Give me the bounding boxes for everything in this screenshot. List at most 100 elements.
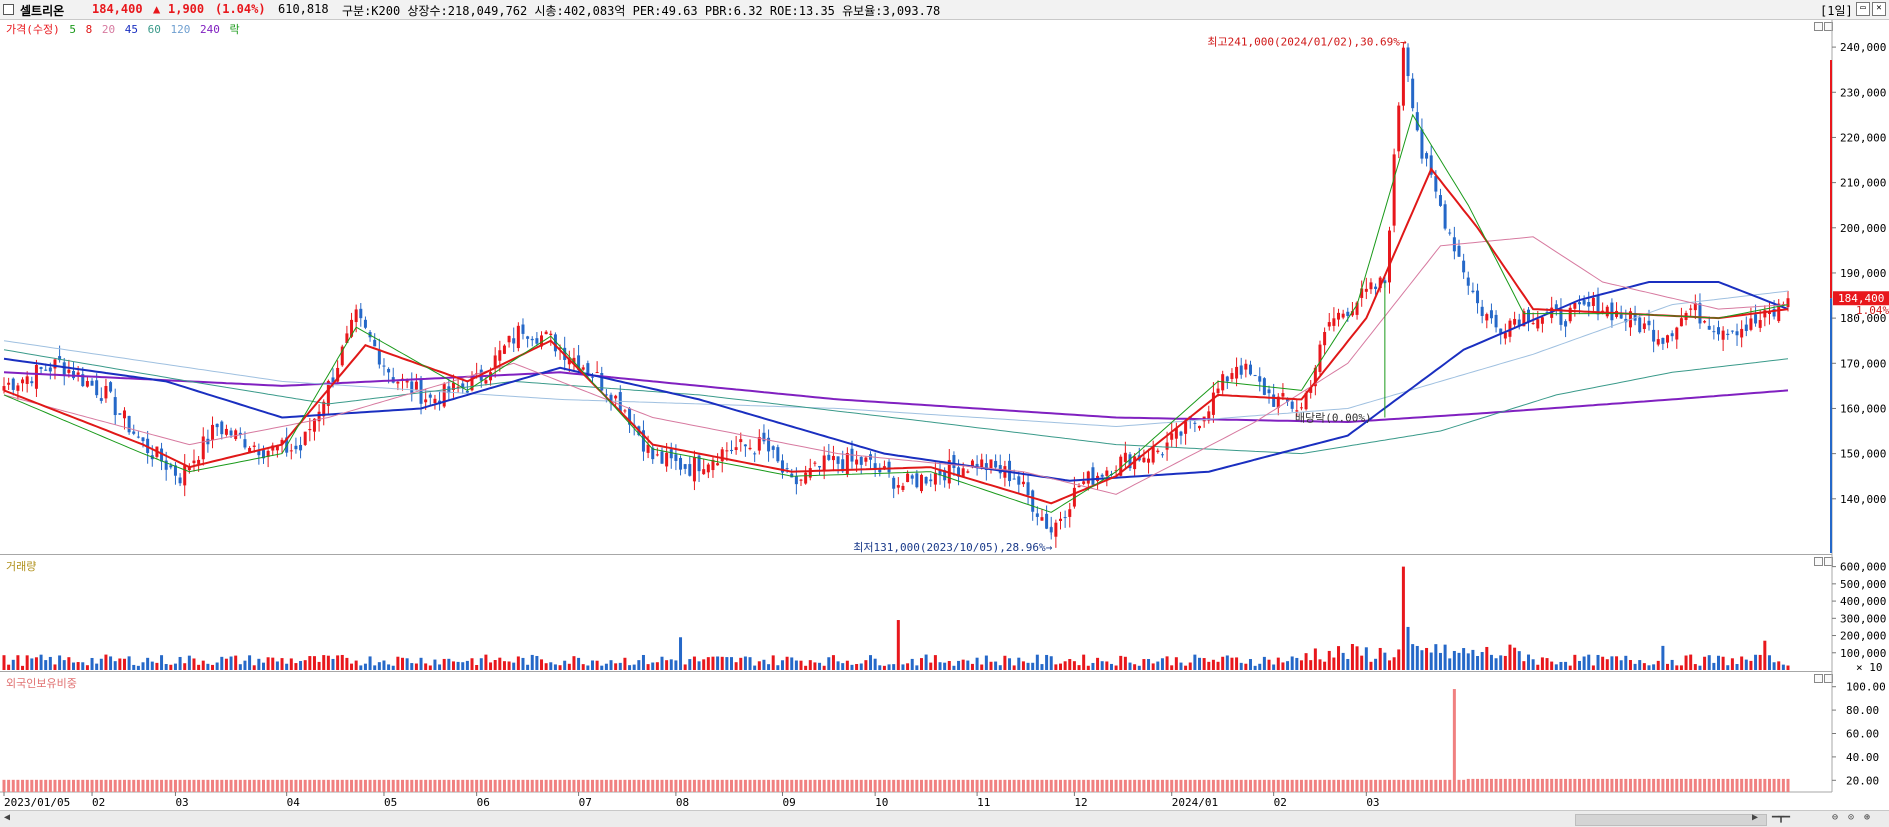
candle-body — [628, 408, 632, 425]
checkbox[interactable] — [3, 4, 14, 15]
foreign-bar — [118, 779, 122, 792]
candle-body — [901, 485, 905, 490]
volume-bar — [1564, 661, 1568, 670]
volume-bar — [229, 656, 233, 670]
candle-body — [303, 431, 307, 445]
candle-body — [76, 372, 80, 375]
volume-bar — [299, 661, 303, 670]
panel-divider[interactable] — [0, 554, 1832, 555]
foreign-bar — [1652, 778, 1656, 792]
foreign-bar — [1591, 778, 1595, 792]
volume-bar — [623, 657, 627, 670]
candle-body — [609, 394, 613, 404]
restore-button[interactable]: ▭ — [1856, 2, 1870, 16]
period-selector[interactable]: [1일] — [1820, 4, 1853, 18]
candle-body — [1730, 330, 1734, 332]
foreign-bar — [896, 779, 900, 792]
foreign-bar — [1198, 779, 1202, 792]
candle-body — [215, 423, 219, 428]
candle-body — [428, 394, 432, 398]
volume-bar — [1374, 658, 1378, 670]
panel-minimize-icon[interactable] — [1814, 557, 1823, 566]
candle-body — [767, 437, 771, 452]
scroll-left-icon[interactable]: ◀ — [4, 812, 11, 823]
volume-bar — [1286, 661, 1290, 670]
volume-bar — [215, 662, 219, 670]
candle-body — [461, 383, 465, 388]
y-tick-label: 140,000 — [1840, 493, 1886, 506]
foreign-bar — [683, 779, 687, 792]
volume-bar — [1230, 657, 1234, 670]
foreign-bar — [1721, 778, 1725, 792]
candle-body — [248, 447, 252, 453]
current-price: 184,400 — [92, 2, 143, 16]
close-button[interactable]: ✕ — [1872, 2, 1886, 16]
scroll-thumb[interactable] — [1575, 814, 1767, 826]
candle-body — [887, 461, 891, 473]
x-tick-label: 05 — [384, 796, 397, 809]
candle-body — [1355, 302, 1359, 315]
candle-body — [1267, 389, 1271, 394]
foreign-bar — [1772, 778, 1776, 792]
volume-bar — [354, 660, 358, 670]
stock-name[interactable]: 셀트리온 — [20, 4, 65, 18]
y-tick-label: 400,000 — [1840, 595, 1886, 608]
volume-bar — [1406, 626, 1410, 670]
foreign-bar — [1684, 778, 1688, 792]
volume-bar — [1633, 663, 1637, 670]
zoom-icon[interactable]: ⊙ — [1848, 812, 1855, 823]
zoom-in-icon[interactable]: ⊕ — [1864, 812, 1871, 823]
volume-bar — [901, 664, 905, 670]
zoom-slider-icon[interactable]: ━┳━ — [1772, 812, 1791, 823]
foreign-bar — [1740, 778, 1744, 792]
foreign-bar — [234, 779, 238, 792]
volume-bar — [1318, 659, 1322, 670]
volume-bar — [1383, 652, 1387, 670]
foreign-bar — [1480, 778, 1484, 792]
candle-body — [785, 468, 789, 470]
volume-bar — [336, 655, 340, 670]
volume-bar — [1693, 664, 1697, 670]
foreign-bar — [238, 779, 242, 792]
foreign-bar — [1054, 779, 1058, 792]
volume-bar — [72, 662, 76, 670]
candle-body — [470, 377, 474, 391]
foreign-bar — [1610, 778, 1614, 792]
foreign-bar — [85, 779, 89, 792]
zoom-out-icon[interactable]: ⊖ — [1832, 812, 1839, 823]
ma45-line — [3, 281, 1789, 482]
volume-bar — [855, 664, 859, 670]
volume-bar — [1109, 663, 1113, 670]
candle-body — [924, 476, 928, 484]
volume-bar — [1397, 649, 1401, 670]
panel-minimize-icon[interactable] — [1814, 674, 1823, 683]
candle-body — [299, 444, 303, 451]
candle-body — [373, 339, 377, 347]
volume-bar — [1420, 650, 1424, 670]
candle-body — [878, 469, 882, 473]
candle-body — [1425, 153, 1429, 159]
foreign-bar — [479, 779, 483, 792]
volume-bar — [1670, 659, 1674, 670]
foreign-bar — [1133, 779, 1137, 792]
volume-bar — [396, 656, 400, 670]
volume-bar — [910, 658, 914, 670]
volume-bar — [85, 665, 89, 670]
foreign-bar — [901, 779, 905, 792]
panel-divider[interactable] — [0, 671, 1832, 672]
horizontal-scrollbar[interactable]: ◀ ▶ ━┳━ ⊖ ⊙ ⊕ — [0, 810, 1889, 827]
volume-bar — [489, 662, 493, 670]
candle-body — [424, 399, 428, 403]
candle-body — [451, 382, 455, 391]
foreign-bar — [674, 779, 678, 792]
scroll-right-icon[interactable]: ▶ — [1752, 812, 1759, 823]
volume-bar — [2, 655, 6, 670]
panel-minimize-icon[interactable] — [1814, 22, 1823, 31]
volume-bar — [1364, 647, 1368, 670]
volume-bar — [1466, 653, 1470, 670]
stock-chart[interactable]: 140,000 150,000 160,000 170,000 180,000 190,0… — [0, 0, 1889, 810]
foreign-bar — [220, 779, 224, 792]
foreign-bar — [1077, 779, 1081, 792]
foreign-bar — [39, 779, 43, 792]
candle-body — [836, 456, 840, 464]
